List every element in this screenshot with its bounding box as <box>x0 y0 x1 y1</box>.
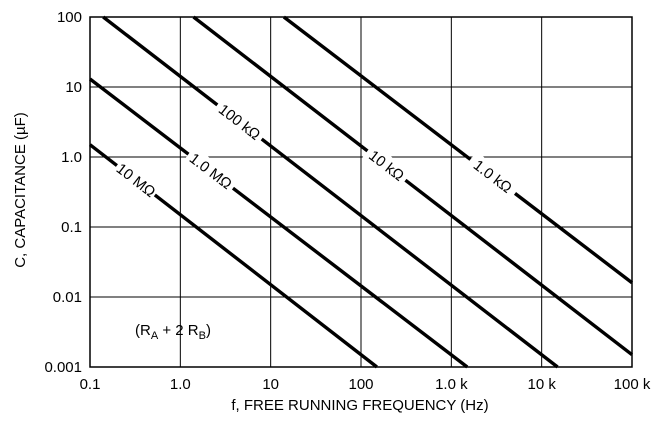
series-line <box>282 15 634 285</box>
series-label-group: 10 MΩ <box>112 157 162 202</box>
series-line <box>88 77 469 369</box>
series-label-bg <box>183 146 240 195</box>
x-axis-label: f, FREE RUNNING FREQUENCY (Hz) <box>231 397 488 414</box>
series-label-group: 1.0 kΩ <box>465 151 522 200</box>
series-label-bg <box>212 96 268 146</box>
series-label-group: 1.0 MΩ <box>183 146 240 195</box>
x-tick-label: 1.0 <box>170 376 191 393</box>
series-label-bg <box>362 143 412 187</box>
annotation-sub-b: B <box>199 330 206 342</box>
x-tick-label: 100 k <box>614 376 651 393</box>
y-tick-labels: 100 10 1.0 0.1 0.01 0.001 <box>44 9 82 376</box>
y-tick-label: 10 <box>65 79 82 96</box>
y-tick-label: 0.1 <box>61 219 82 236</box>
annotation-close: ) <box>206 322 211 339</box>
y-tick-label: 0.01 <box>53 289 82 306</box>
x-tick-label: 100 <box>348 376 373 393</box>
annotation-open: (R <box>135 322 151 339</box>
resistance-annotation: (RA + 2 RB) <box>135 322 211 342</box>
series-label-bg <box>112 157 162 202</box>
series-label-bg <box>465 151 522 200</box>
y-tick-label: 0.001 <box>44 359 82 376</box>
y-tick-label: 100 <box>57 9 82 26</box>
x-tick-label: 1.0 k <box>435 376 468 393</box>
annotation-sub-a: A <box>151 330 159 342</box>
series-line <box>102 15 559 369</box>
x-tick-label: 10 <box>262 376 279 393</box>
series-line <box>192 15 634 357</box>
plot-frame <box>89 16 633 368</box>
series-label-group: 100 kΩ <box>212 96 268 146</box>
series-label-group: 10 kΩ <box>362 143 412 187</box>
x-tick-labels: 0.1 1.0 10 100 1.0 k 10 k 100 k <box>80 376 651 393</box>
y-axis-label: C, CAPACITANCE (µF) <box>12 112 29 268</box>
x-tick-label: 10 k <box>527 376 556 393</box>
y-tick-label: 1.0 <box>61 149 82 166</box>
x-tick-label: 0.1 <box>80 376 101 393</box>
annotation-mid: + 2 R <box>158 322 199 339</box>
